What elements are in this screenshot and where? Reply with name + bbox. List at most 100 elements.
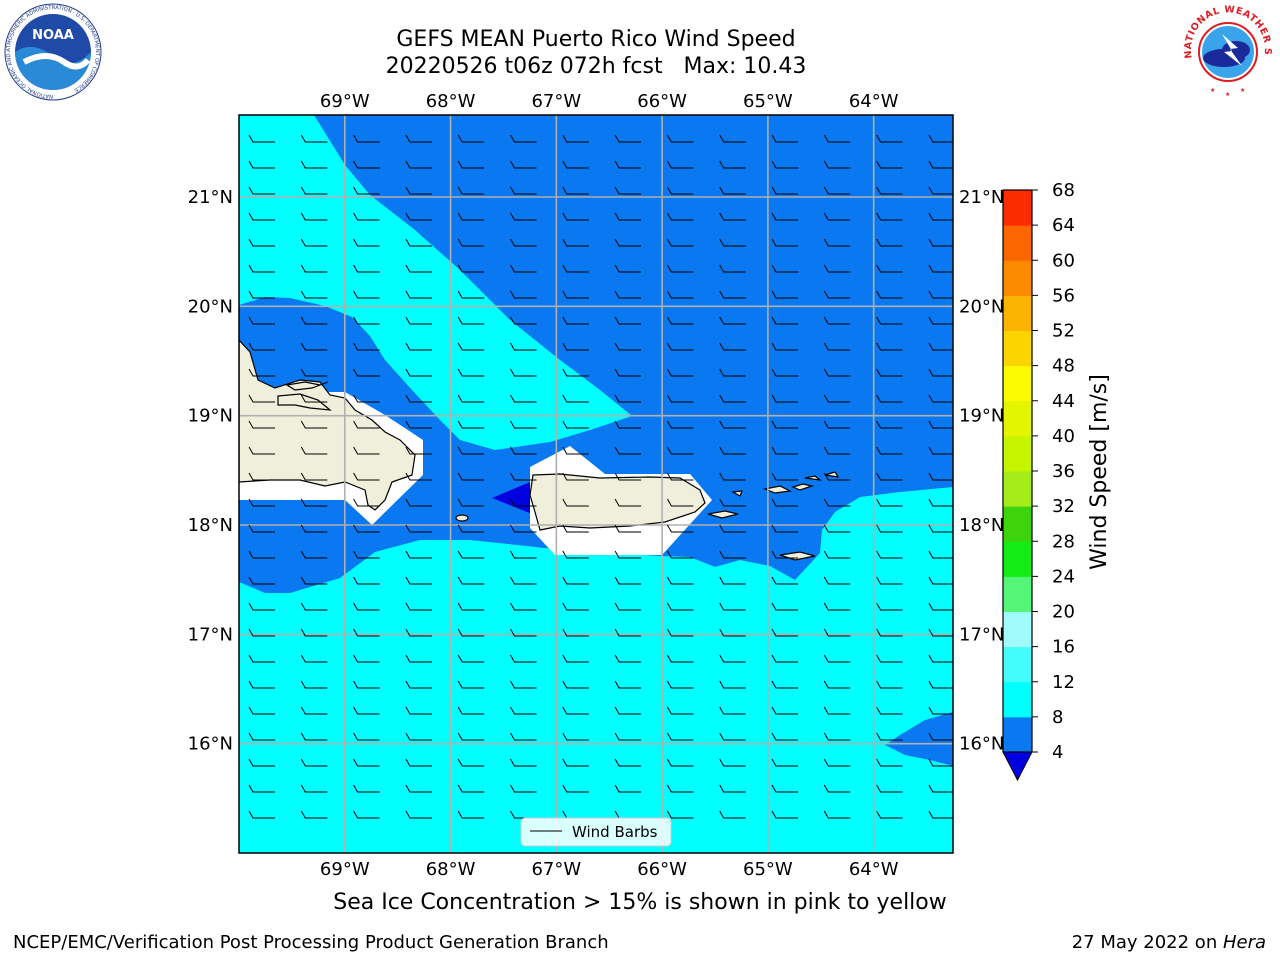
wind-barb bbox=[353, 732, 380, 741]
wind-barb bbox=[719, 342, 746, 351]
wind-barb bbox=[771, 316, 798, 325]
wind-barb bbox=[353, 784, 380, 793]
wind-barb bbox=[562, 446, 589, 455]
wind-barb bbox=[928, 134, 953, 143]
wind-barb bbox=[353, 342, 380, 351]
wind-barb bbox=[405, 628, 432, 637]
wind-barb bbox=[771, 706, 798, 715]
wind-barb bbox=[666, 134, 694, 143]
wind-barb bbox=[666, 290, 694, 299]
wind-barb bbox=[510, 706, 537, 715]
wind-barb bbox=[771, 602, 798, 611]
wind-barb bbox=[510, 290, 537, 299]
wind-barb bbox=[771, 368, 798, 377]
wind-barb bbox=[771, 576, 798, 585]
wind-barb bbox=[666, 394, 694, 403]
wind-barb bbox=[771, 758, 798, 767]
wind-barb bbox=[876, 160, 903, 169]
wind-barb bbox=[876, 186, 903, 195]
wind-barb bbox=[510, 680, 537, 689]
wind-barb bbox=[510, 212, 537, 221]
lat-tick-label-left: 20°N bbox=[188, 296, 233, 317]
wind-barb bbox=[248, 134, 275, 143]
wind-barb bbox=[928, 732, 953, 741]
wind-barb bbox=[771, 732, 798, 741]
lon-tick-label-bottom: 67°W bbox=[531, 859, 581, 880]
date-text: 27 May 2022 on bbox=[1071, 932, 1223, 953]
wind-barb bbox=[562, 706, 589, 715]
wind-barb bbox=[562, 238, 589, 247]
wind-barb bbox=[876, 810, 903, 819]
wind-barb bbox=[457, 732, 485, 741]
wind-barb bbox=[771, 654, 798, 663]
wind-barb bbox=[876, 446, 903, 455]
wind-barb bbox=[876, 342, 903, 351]
wind-barb bbox=[928, 290, 953, 299]
wind-barb bbox=[614, 576, 642, 585]
wind-barb bbox=[666, 498, 694, 507]
lon-tick-label-top: 67°W bbox=[531, 91, 581, 112]
wind-barb bbox=[248, 550, 275, 559]
wind-barb bbox=[719, 784, 746, 793]
wind-barb bbox=[457, 628, 485, 637]
wind-barb bbox=[876, 706, 903, 715]
wind-barb bbox=[876, 394, 903, 403]
svg-text:★: ★ bbox=[1210, 87, 1215, 94]
wind-barb bbox=[457, 784, 485, 793]
wind-barb bbox=[405, 784, 432, 793]
lat-tick-label-right: 21°N bbox=[959, 187, 1004, 208]
wind-barb bbox=[353, 680, 380, 689]
wind-barb bbox=[457, 680, 485, 689]
colorbar-extend-min bbox=[1002, 751, 1033, 782]
wind-barb bbox=[666, 810, 694, 819]
wind-barb bbox=[353, 290, 380, 299]
wind-barb bbox=[771, 238, 798, 247]
wind-barb bbox=[719, 628, 746, 637]
wind-barb bbox=[771, 420, 798, 429]
wind-barb bbox=[614, 628, 642, 637]
wind-barb bbox=[353, 758, 380, 767]
colorbar-tick-label: 44 bbox=[1052, 391, 1075, 412]
wind-barb bbox=[300, 472, 328, 481]
wind-barb bbox=[719, 420, 746, 429]
wind-barb bbox=[823, 212, 851, 221]
wind-barb bbox=[928, 576, 953, 585]
wind-barb bbox=[353, 706, 380, 715]
wind-barb bbox=[353, 628, 380, 637]
wind-barb bbox=[405, 212, 432, 221]
wind-barb bbox=[353, 368, 380, 377]
credit-line: NCEP/EMC/Verification Post Processing Pr… bbox=[13, 932, 609, 953]
wind-barb bbox=[928, 524, 953, 533]
wind-barb bbox=[614, 264, 642, 273]
wind-barb bbox=[719, 316, 746, 325]
wind-barb bbox=[876, 264, 903, 273]
wind-barb bbox=[405, 810, 432, 819]
land-hispaniola bbox=[239, 339, 416, 511]
wind-barb bbox=[928, 420, 953, 429]
wind-barb bbox=[405, 290, 432, 299]
wind-barb bbox=[300, 446, 328, 455]
wind-barb bbox=[719, 654, 746, 663]
wind-barb bbox=[666, 680, 694, 689]
wind-barb bbox=[248, 706, 275, 715]
run-date: 27 May 2022 on Hera bbox=[1072, 932, 1266, 953]
wind-barb bbox=[457, 498, 485, 507]
wind-barb bbox=[666, 628, 694, 637]
wind-barb bbox=[823, 732, 851, 741]
wind-barb bbox=[666, 420, 694, 429]
wind-barb bbox=[457, 290, 485, 299]
wind-barb bbox=[614, 212, 642, 221]
wind-barb bbox=[510, 550, 537, 559]
wind-barb bbox=[300, 368, 328, 377]
wind-barb bbox=[248, 654, 275, 663]
wind-barb bbox=[405, 420, 432, 429]
wind-barb bbox=[457, 706, 485, 715]
wind-barb bbox=[666, 472, 694, 481]
wind-barb bbox=[353, 602, 380, 611]
wind-barb bbox=[771, 290, 798, 299]
wind-barb bbox=[248, 368, 275, 377]
colorbar-segment bbox=[1003, 471, 1032, 507]
lat-tick-label-right: 20°N bbox=[959, 296, 1004, 317]
wind-barb bbox=[248, 732, 275, 741]
wind-barb bbox=[614, 498, 642, 507]
